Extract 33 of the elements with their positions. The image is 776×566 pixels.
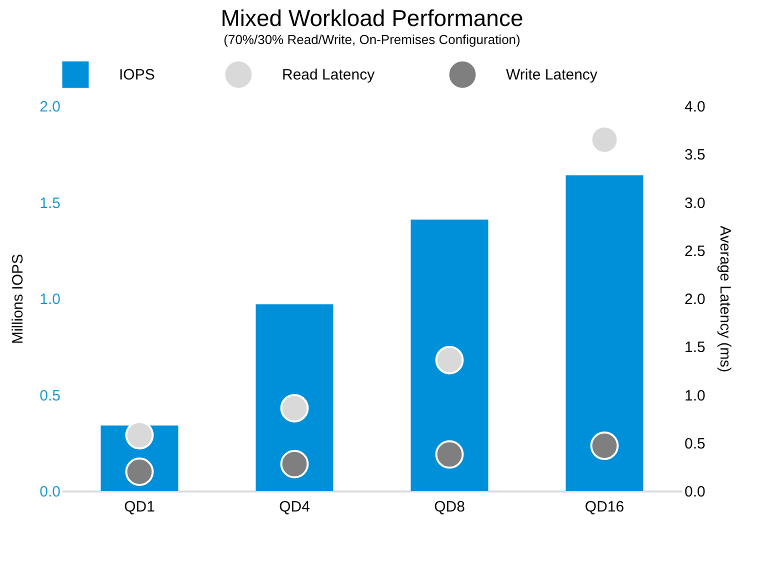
point [435, 440, 464, 469]
y2-tick-label: 0.0 [684, 484, 706, 500]
y2-tick-label: 4.0 [684, 98, 706, 116]
y2-tick-label: 1.0 [684, 387, 706, 404]
y2-tick-label: 2.0 [684, 291, 706, 308]
point [280, 450, 309, 478]
y-tick-label: 0.5 [40, 387, 60, 404]
y2-tick-label: 0.5 [684, 435, 706, 452]
y2-tick-label: 2.5 [684, 242, 706, 260]
y-tick-label: 0.0 [40, 484, 60, 500]
chart-subtitle: (70%/30% Read/Write, On-Premises Configuration) [224, 32, 520, 47]
point [590, 432, 619, 460]
legend-label: IOPS [119, 66, 155, 84]
legend-label: Write Latency [506, 66, 598, 84]
y2-axis-title: Average Latency (ms) [716, 226, 734, 372]
bar [256, 304, 334, 491]
x-tick-label: QD1 [124, 498, 155, 516]
point [280, 394, 309, 422]
y2-tick-label: 3.5 [684, 146, 706, 164]
y-tick-label: 1.0 [40, 291, 60, 308]
point [435, 346, 464, 374]
y2-tick-label: 1.5 [684, 339, 706, 356]
y2-tick-label: 3.0 [684, 194, 706, 212]
bar [410, 220, 488, 491]
x-tick-label: QD16 [584, 498, 624, 516]
bar [566, 175, 644, 491]
chart-title: Mixed Workload Performance [220, 5, 524, 31]
legend-label: Read Latency [282, 66, 376, 84]
x-tick-label: QD4 [279, 498, 310, 516]
x-tick-label: QD8 [434, 498, 465, 516]
y-tick-label: 1.5 [40, 194, 60, 212]
y-axis-title: Millions IOPS [10, 254, 27, 344]
y-tick-label: 2.0 [40, 98, 60, 116]
